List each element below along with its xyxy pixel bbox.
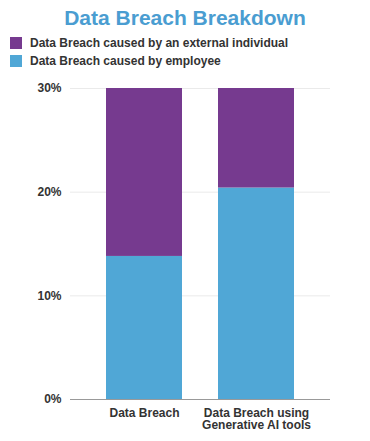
- svg-text:30%: 30%: [37, 81, 61, 95]
- html-text:Data Breach caused by an exter: Data Breach caused by an external indivi…: [30, 36, 289, 50]
- svg-text:Data Breach usingGenerative AI: Data Breach usingGenerative AI tools: [202, 406, 311, 432]
- svg-text:Data Breach: Data Breach: [109, 406, 179, 420]
- svg-text:10%: 10%: [37, 289, 61, 303]
- html-text:Data Breach caused by employee: Data Breach caused by employee: [30, 54, 221, 68]
- svg-text:0%: 0%: [44, 392, 62, 406]
- html-text:Data Breach Breakdown: Data Breach Breakdown: [64, 6, 306, 29]
- svg-text:20%: 20%: [37, 185, 61, 199]
